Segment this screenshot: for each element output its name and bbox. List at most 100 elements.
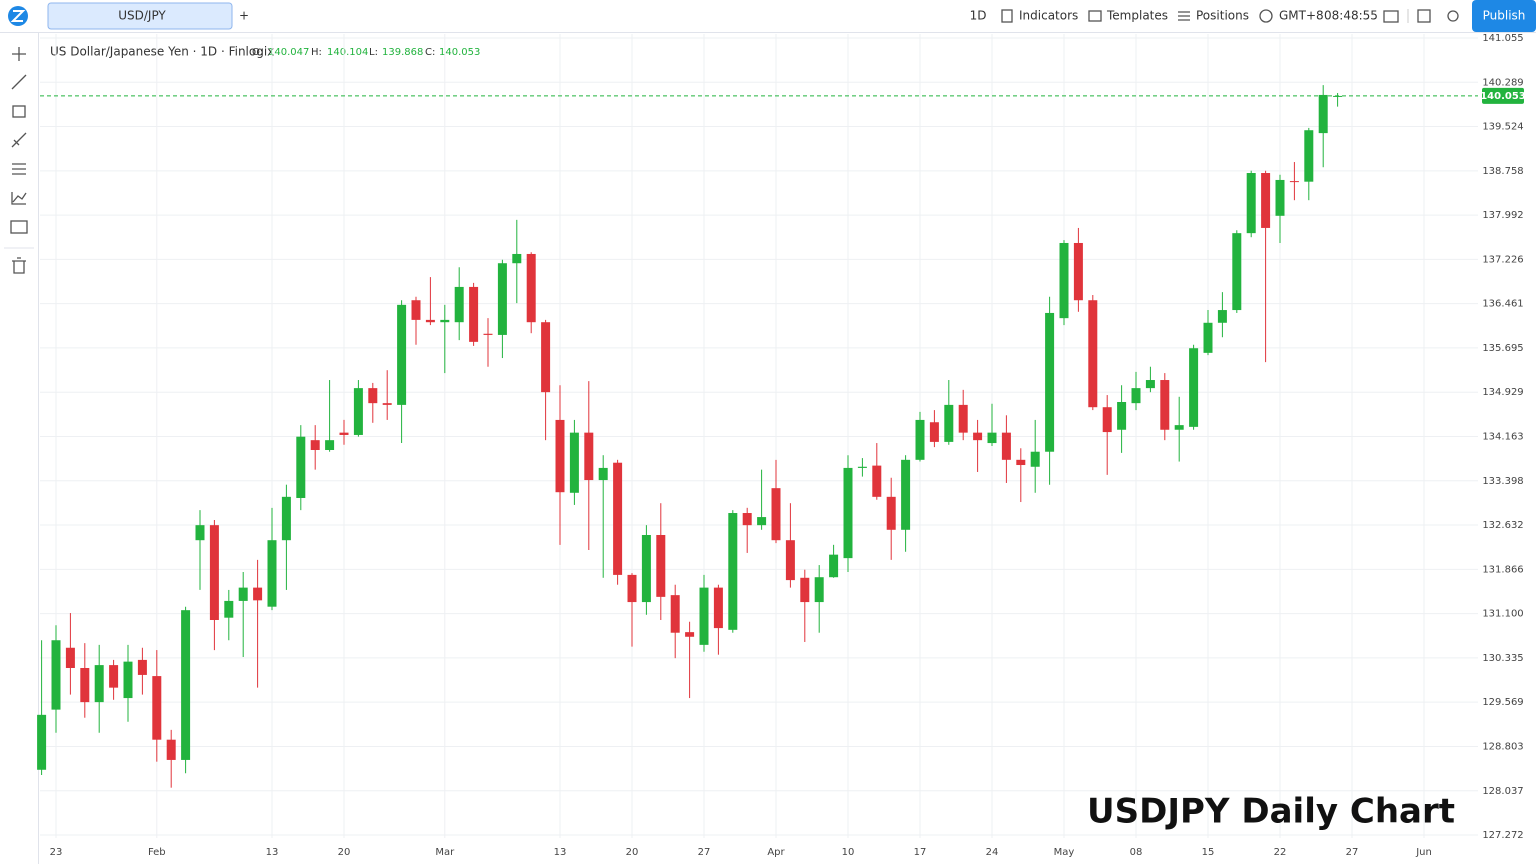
candle-body: [785, 540, 795, 581]
indicators-button[interactable]: Indicators: [1019, 9, 1078, 23]
settings-icon[interactable]: [1447, 10, 1459, 22]
y-tick-label: 131.866: [1482, 564, 1523, 575]
candle-body: [1275, 179, 1285, 216]
x-tick-label: Apr: [767, 847, 785, 858]
y-tick-label: 141.055: [1482, 33, 1523, 44]
line-tool[interactable]: [11, 74, 27, 90]
candle-body: [1131, 388, 1141, 404]
x-tick-label: 22: [1274, 847, 1287, 858]
x-tick-label: 24: [986, 847, 999, 858]
x-tick-label: 13: [266, 847, 279, 858]
x-tick-label: 08: [1130, 847, 1143, 858]
drawing-tools: [4, 47, 34, 274]
text-tool[interactable]: [10, 220, 28, 234]
candle-body: [281, 496, 291, 541]
rect-tool[interactable]: [12, 105, 26, 118]
candle-body: [541, 322, 551, 393]
candle-body: [757, 517, 767, 526]
candle-body: [512, 253, 522, 264]
candle-body: [80, 667, 90, 703]
candle-body: [325, 440, 335, 450]
legend-o: O:: [252, 47, 263, 58]
candle-body: [1174, 425, 1184, 430]
candle-body: [296, 436, 306, 498]
candle-body: [65, 647, 75, 668]
candle-body: [1059, 242, 1069, 319]
candle-body: [843, 467, 853, 559]
candle-body: [353, 388, 363, 435]
legend-title: US Dollar/Japanese Yen · 1D · Finlogix: [50, 45, 274, 59]
candle-body: [1030, 451, 1040, 467]
candle-body: [166, 739, 176, 760]
y-tick-label: 130.335: [1482, 653, 1523, 664]
x-tick-label: 23: [50, 847, 63, 858]
delete-tool[interactable]: [12, 257, 26, 274]
timezone[interactable]: GMT+8: [1279, 9, 1324, 23]
y-tick-label: 128.037: [1482, 786, 1523, 797]
legend-h: H:: [311, 47, 322, 58]
candle-body: [137, 659, 147, 675]
y-tick-label: 134.163: [1482, 432, 1523, 443]
x-tick-label: 13: [554, 847, 567, 858]
publish-label: Publish: [1483, 9, 1526, 23]
y-tick-label: 139.524: [1482, 122, 1523, 133]
candle-body: [713, 587, 723, 629]
positions-button[interactable]: Positions: [1196, 9, 1249, 23]
publish-button[interactable]: [1472, 0, 1536, 32]
candle-body: [1318, 94, 1328, 134]
candle-body: [181, 610, 191, 760]
candle-body: [1160, 380, 1170, 430]
y-tick-label: 133.398: [1482, 476, 1523, 487]
screenshot-icon[interactable]: [1383, 10, 1399, 23]
legend-high: 140.104: [327, 47, 368, 58]
candle-body: [973, 432, 983, 441]
y-tick-label: 138.758: [1482, 166, 1523, 177]
pattern-tool[interactable]: [11, 192, 27, 205]
candle-body: [886, 496, 896, 530]
y-tick-label: 135.695: [1482, 343, 1523, 354]
interval[interactable]: 1D: [970, 9, 987, 23]
candle-body: [1016, 459, 1026, 466]
candle-body: [454, 286, 464, 323]
candle-body: [51, 640, 61, 710]
watermark: USDJPY Daily Chart: [1087, 792, 1455, 832]
candle-body: [425, 319, 435, 323]
candle-body: [1217, 310, 1227, 323]
symbol-tab[interactable]: [47, 2, 233, 30]
candle-body: [1102, 407, 1112, 433]
candle-body: [742, 513, 752, 526]
x-tick-label: 20: [626, 847, 639, 858]
lines-tool[interactable]: [12, 163, 26, 175]
x-tick-label: 20: [338, 847, 351, 858]
indicators-icon: [1001, 9, 1013, 23]
candle-body: [1117, 401, 1127, 430]
candle-body: [814, 577, 824, 603]
candle-body: [109, 665, 119, 688]
x-tick-label: 27: [1346, 847, 1359, 858]
candle-body: [944, 404, 954, 442]
symbol-tab-label: USD/JPY: [118, 9, 166, 23]
templates-button[interactable]: Templates: [1106, 9, 1168, 23]
x-tick-label: 10: [842, 847, 855, 858]
candle-body: [123, 661, 133, 699]
candle-body: [901, 459, 911, 530]
layout-icon[interactable]: [1417, 9, 1431, 23]
candle-body: [569, 432, 579, 493]
x-tick-label: Mar: [435, 847, 455, 858]
candle-body: [469, 286, 479, 342]
candle-body: [1261, 173, 1271, 228]
candle-body: [1073, 242, 1083, 301]
candle-body: [37, 714, 47, 770]
fib-tool[interactable]: [11, 132, 27, 148]
logo-mark: [10, 10, 26, 22]
candle-body: [209, 525, 219, 620]
candle-body: [94, 665, 104, 703]
top-bar: [0, 0, 1536, 32]
add-tab[interactable]: +: [239, 9, 249, 23]
candle-body: [253, 587, 263, 601]
candle-body: [267, 540, 277, 607]
candle-body: [1145, 380, 1155, 389]
crosshair-tool[interactable]: [12, 47, 26, 61]
y-tick-label: 137.992: [1482, 210, 1523, 221]
